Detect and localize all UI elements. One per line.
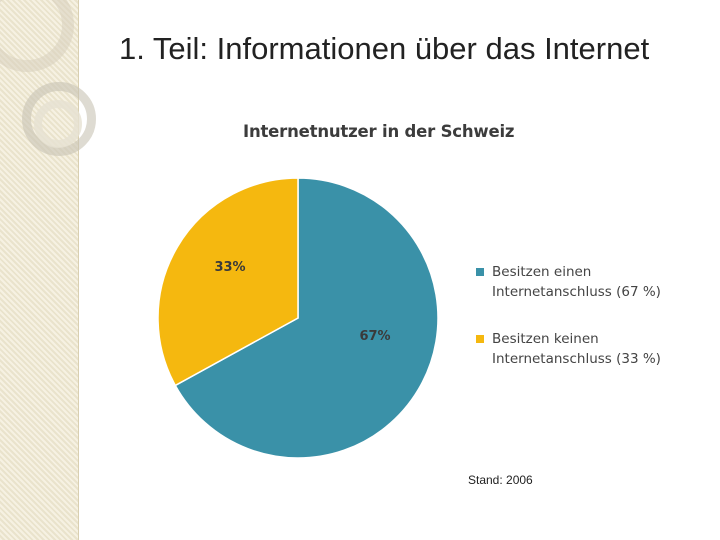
legend-label: Besitzen keinen Internetanschluss (33 %): [492, 331, 661, 367]
pie-slice: [174, 177, 439, 459]
decorative-ring: [22, 82, 96, 156]
chart-legend: Besitzen einen Internetanschluss (67 %) …: [476, 262, 706, 396]
pie-slice: [157, 177, 299, 387]
decorative-ring: [34, 100, 82, 148]
legend-item: Besitzen einen Internetanschluss (67 %): [476, 262, 706, 302]
legend-item: Besitzen keinen Internetanschluss (33 %): [476, 329, 706, 369]
decorative-side-strip: [0, 0, 96, 540]
slide-title: 1. Teil: Informationen über das Internet: [119, 31, 650, 66]
data-date-note: Stand: 2006: [468, 473, 533, 487]
legend-swatch: [476, 335, 484, 343]
chart-title: Internetnutzer in der Schweiz: [243, 122, 515, 141]
legend-label: Besitzen einen Internetanschluss (67 %): [492, 264, 661, 300]
slice-data-label: 33%: [214, 260, 245, 275]
legend-swatch: [476, 268, 484, 276]
slice-data-label: 67%: [359, 329, 390, 344]
